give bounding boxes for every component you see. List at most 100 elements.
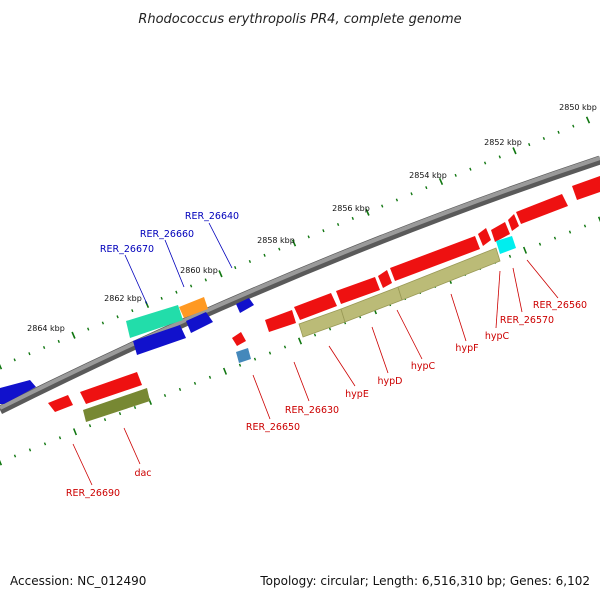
accession-text: Accession: NC_012490: [10, 574, 147, 588]
leader-RER_26670: [124, 254, 148, 305]
outer-ring-minor-tick: [160, 296, 163, 300]
inner-ring-major-tick: [222, 367, 228, 375]
label-hypC-2[interactable]: hypC: [411, 361, 436, 372]
reverse-gene-track: [83, 236, 516, 422]
gene-arrow-RER_26670[interactable]: [126, 305, 183, 338]
leader-hypD: [371, 326, 389, 374]
inner-ring-minor-tick: [238, 363, 242, 367]
gene-arrow-hypC-2[interactable]: [491, 222, 510, 242]
label-leaders: [72, 222, 559, 486]
forward-gene-track: [0, 176, 600, 412]
outer-ring-major-tick: [365, 208, 370, 216]
outer-ring-minor-tick: [116, 315, 119, 319]
leader-hypE: [328, 345, 356, 387]
gene-arrow-RER_26660-upper[interactable]: [186, 312, 213, 333]
outer-ring-major-tick: [291, 239, 297, 247]
outer-ring-major-tick: [218, 270, 223, 278]
outer-ring-minor-tick: [234, 266, 237, 270]
gene-arrow-RER_26560[interactable]: [516, 194, 568, 224]
inner-ring-minor-tick: [118, 412, 122, 416]
outer-ring-major-tick: [438, 177, 444, 186]
inner-ring-minor-tick: [313, 333, 317, 337]
outer-ring-major-tick: [512, 147, 517, 155]
outer-ring-minor-tick: [557, 130, 560, 134]
cds-dac[interactable]: [83, 388, 150, 422]
cds-hypD[interactable]: [397, 247, 501, 301]
tick-label-2850: 2850 kbp: [559, 103, 597, 112]
label-RER_26670[interactable]: RER_26670: [100, 244, 154, 255]
outer-ring-minor-tick: [425, 186, 428, 190]
inner-ring-major-tick: [597, 216, 600, 223]
outer-tick-ring: [0, 116, 591, 370]
outer-ring-minor-tick: [322, 229, 325, 233]
outer-ring-minor-tick: [542, 136, 546, 140]
gene-arrow-right-edge[interactable]: [572, 176, 600, 200]
gene-arrow-dac[interactable]: [80, 372, 142, 404]
outer-ring-minor-tick: [87, 327, 90, 331]
inner-ring-minor-tick: [193, 381, 197, 385]
cds-RER_26560[interactable]: [496, 236, 516, 254]
genome-title: Rhodococcus erythropolis PR4, complete g…: [138, 12, 461, 27]
inner-ring-minor-tick: [133, 406, 137, 410]
label-dac[interactable]: dac: [134, 468, 151, 479]
outer-ring-minor-tick: [57, 339, 60, 343]
label-hypC[interactable]: hypC: [485, 331, 510, 342]
leader-hypF: [450, 293, 467, 342]
gene-arrow-left-edge[interactable]: [0, 380, 36, 404]
gene-arrow-hypE[interactable]: [294, 293, 337, 320]
label-RER_26650[interactable]: RER_26650: [246, 422, 300, 433]
inner-ring-minor-tick: [283, 345, 287, 349]
outer-ring-minor-tick: [381, 204, 384, 208]
outer-ring-minor-tick: [307, 235, 310, 239]
outer-ring-minor-tick: [101, 321, 105, 325]
label-RER_26560[interactable]: RER_26560: [533, 300, 587, 311]
upper-feature-labels: RER_26640 RER_26660 RER_26670: [100, 211, 239, 255]
gene-arrow-RER_26670-upper[interactable]: [133, 325, 186, 355]
label-hypF[interactable]: hypF: [455, 343, 478, 354]
gene-arrow-RER_26630[interactable]: [265, 310, 296, 332]
outer-ring-minor-tick: [263, 253, 266, 257]
inner-ring-minor-tick: [553, 236, 557, 240]
label-RER_26640[interactable]: RER_26640: [185, 211, 239, 222]
leader-RER_26660: [164, 239, 185, 288]
leader-dac: [123, 427, 141, 465]
gene-arrow-hypD[interactable]: [336, 277, 380, 304]
lower-feature-labels: RER_26560 RER_26570 hypC hypF hypC hypD …: [66, 300, 587, 499]
gene-arrow-RER_26570[interactable]: [508, 214, 519, 231]
tick-label-2864: 2864 kbp: [27, 324, 65, 333]
gene-arrow-RER_26640[interactable]: [236, 298, 254, 313]
leader-RER_26570: [512, 267, 523, 313]
gene-arrow-RER_26650-upper[interactable]: [232, 332, 246, 346]
label-RER_26630[interactable]: RER_26630: [285, 405, 339, 416]
outer-ring-major-tick: [585, 116, 591, 124]
outer-ring-minor-tick: [131, 309, 134, 313]
outer-ring-minor-tick: [248, 259, 252, 263]
gene-arrow-hypC[interactable]: [390, 236, 480, 281]
label-hypE[interactable]: hypE: [345, 389, 369, 400]
inner-ring-minor-tick: [568, 230, 572, 234]
tick-label-2862: 2862 kbp: [104, 294, 142, 303]
leader-hypC: [495, 270, 501, 329]
gene-arrow-RER_26660[interactable]: [179, 297, 208, 318]
inner-ring-minor-tick: [508, 254, 512, 258]
inner-ring-minor-tick: [13, 454, 17, 458]
gene-arrow-RER_26690[interactable]: [48, 395, 73, 412]
label-hypD[interactable]: hypD: [378, 376, 403, 387]
outer-ring-minor-tick: [469, 167, 472, 171]
inner-ring-minor-tick: [28, 448, 32, 452]
outer-ring-minor-tick: [28, 352, 31, 356]
gene-arrow-small[interactable]: [378, 270, 392, 288]
tick-label-2852: 2852 kbp: [484, 138, 522, 147]
leader-RER_26690: [72, 443, 93, 486]
label-RER_26690[interactable]: RER_26690: [66, 488, 120, 499]
label-RER_26660[interactable]: RER_26660: [140, 229, 194, 240]
outer-ring-minor-tick: [204, 278, 207, 282]
inner-ring-major-tick: [72, 428, 78, 436]
outer-ring-minor-tick: [483, 161, 487, 165]
inner-ring-minor-tick: [43, 442, 47, 446]
outer-ring-major-tick: [71, 331, 76, 339]
gene-arrow-hypF[interactable]: [478, 228, 491, 246]
cds-RER_26650[interactable]: [236, 348, 251, 363]
label-RER_26570[interactable]: RER_26570: [500, 315, 554, 326]
